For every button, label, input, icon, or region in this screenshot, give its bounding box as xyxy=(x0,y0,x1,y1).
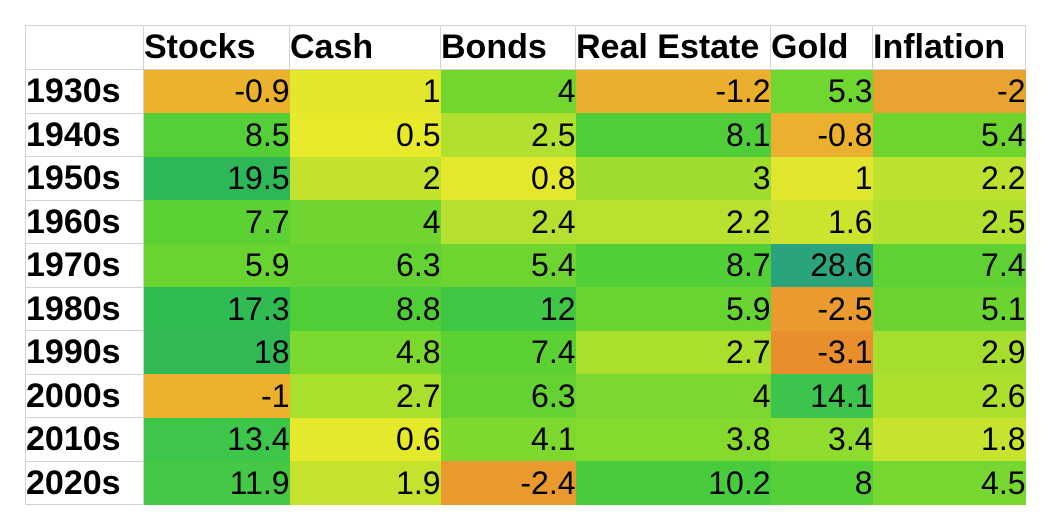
column-header-cash: Cash xyxy=(289,25,441,70)
heatmap-cell-2020s-inflation: 4.5 xyxy=(872,461,1026,505)
heatmap-cell-2010s-stocks: 13.4 xyxy=(143,417,290,461)
column-header-real-estate: Real Estate xyxy=(575,25,771,70)
data-row-2000s: 2000s -1 2.7 6.3 4 14.1 2.6 xyxy=(25,373,1026,418)
row-header-2000s: 2000s xyxy=(25,373,144,418)
heatmap-cell-2010s-inflation: 1.8 xyxy=(872,417,1026,461)
heatmap-cell-1940s-bonds: 2.5 xyxy=(440,113,576,157)
heatmap-cell-1960s-inflation: 2.5 xyxy=(872,200,1026,244)
heatmap-cell-1960s-cash: 4 xyxy=(289,200,441,244)
data-row-1930s: 1930s -0.9 1 4 -1.2 5.3 -2 xyxy=(25,69,1026,114)
data-row-2010s: 2010s 13.4 0.6 4.1 3.8 3.4 1.8 xyxy=(25,417,1026,462)
heatmap-cell-2000s-gold: 14.1 xyxy=(770,374,873,418)
row-header-1950s: 1950s xyxy=(25,156,144,201)
heatmap-cell-1970s-gold: 28.6 xyxy=(770,243,873,287)
heatmap-cell-1980s-stocks: 17.3 xyxy=(143,287,290,331)
data-row-2020s: 2020s 11.9 1.9 -2.4 10.2 8 4.5 xyxy=(25,460,1026,505)
heatmap-cell-1950s-cash: 2 xyxy=(289,156,441,200)
heatmap-cell-1990s-real-estate: 2.7 xyxy=(575,330,771,374)
heatmap-cell-1990s-inflation: 2.9 xyxy=(872,330,1026,374)
corner-cell xyxy=(25,25,144,70)
data-row-1980s: 1980s 17.3 8.8 12 5.9 -2.5 5.1 xyxy=(25,286,1026,331)
column-header-inflation: Inflation xyxy=(872,25,1026,70)
heatmap-cell-1930s-stocks: -0.9 xyxy=(143,69,290,113)
heatmap-cell-2020s-real-estate: 10.2 xyxy=(575,461,771,505)
heatmap-cell-1930s-cash: 1 xyxy=(289,69,441,113)
heatmap-cell-2020s-stocks: 11.9 xyxy=(143,461,290,505)
heatmap-body: 1930s -0.9 1 4 -1.2 5.3 -2 1940s 8.5 0.5 2.5 8.1 -0.… xyxy=(25,69,1026,505)
heatmap-cell-1940s-inflation: 5.4 xyxy=(872,113,1026,157)
heatmap-cell-1990s-cash: 4.8 xyxy=(289,330,441,374)
data-row-1970s: 1970s 5.9 6.3 5.4 8.7 28.6 7.4 xyxy=(25,243,1026,288)
heatmap-cell-2000s-inflation: 2.6 xyxy=(872,374,1026,418)
row-header-1980s: 1980s xyxy=(25,286,144,331)
heatmap-table: Stocks Cash Bonds Real Estate Gold Inflation … xyxy=(25,25,1026,505)
heatmap-cell-1950s-stocks: 19.5 xyxy=(143,156,290,200)
data-row-1940s: 1940s 8.5 0.5 2.5 8.1 -0.8 5.4 xyxy=(25,112,1026,157)
heatmap-cell-2020s-bonds: -2.4 xyxy=(440,461,576,505)
data-row-1950s: 1950s 19.5 2 0.8 3 1 2.2 xyxy=(25,156,1026,201)
heatmap-cell-1940s-stocks: 8.5 xyxy=(143,113,290,157)
heatmap-cell-2000s-bonds: 6.3 xyxy=(440,374,576,418)
heatmap-cell-1930s-real-estate: -1.2 xyxy=(575,69,771,113)
row-header-2010s: 2010s xyxy=(25,417,144,462)
heatmap-cell-1960s-bonds: 2.4 xyxy=(440,200,576,244)
heatmap-cell-1970s-inflation: 7.4 xyxy=(872,243,1026,287)
heatmap-cell-1970s-cash: 6.3 xyxy=(289,243,441,287)
heatmap-cell-1970s-stocks: 5.9 xyxy=(143,243,290,287)
header-row: Stocks Cash Bonds Real Estate Gold Inflation xyxy=(25,25,1026,70)
heatmap-cell-1960s-gold: 1.6 xyxy=(770,200,873,244)
row-header-1930s: 1930s xyxy=(25,69,144,114)
heatmap-cell-1980s-bonds: 12 xyxy=(440,287,576,331)
heatmap-cell-1940s-gold: -0.8 xyxy=(770,113,873,157)
heatmap-cell-1970s-bonds: 5.4 xyxy=(440,243,576,287)
heatmap-cell-1980s-inflation: 5.1 xyxy=(872,287,1026,331)
heatmap-cell-1940s-real-estate: 8.1 xyxy=(575,113,771,157)
heatmap-cell-2000s-real-estate: 4 xyxy=(575,374,771,418)
heatmap-cell-1950s-bonds: 0.8 xyxy=(440,156,576,200)
heatmap-cell-1930s-bonds: 4 xyxy=(440,69,576,113)
heatmap-cell-1980s-real-estate: 5.9 xyxy=(575,287,771,331)
heatmap-cell-2020s-gold: 8 xyxy=(770,461,873,505)
heatmap-cell-1940s-cash: 0.5 xyxy=(289,113,441,157)
heatmap-cell-1980s-cash: 8.8 xyxy=(289,287,441,331)
column-header-bonds: Bonds xyxy=(440,25,576,70)
heatmap-cell-1950s-inflation: 2.2 xyxy=(872,156,1026,200)
column-header-gold: Gold xyxy=(770,25,873,70)
heatmap-cell-2000s-cash: 2.7 xyxy=(289,374,441,418)
heatmap-cell-2020s-cash: 1.9 xyxy=(289,461,441,505)
row-header-2020s: 2020s xyxy=(25,460,144,505)
column-header-stocks: Stocks xyxy=(143,25,290,70)
heatmap-cell-2010s-real-estate: 3.8 xyxy=(575,417,771,461)
row-header-1990s: 1990s xyxy=(25,330,144,375)
row-header-1940s: 1940s xyxy=(25,112,144,157)
heatmap-cell-1930s-inflation: -2 xyxy=(872,69,1026,113)
heatmap-cell-1990s-bonds: 7.4 xyxy=(440,330,576,374)
heatmap-cell-2000s-stocks: -1 xyxy=(143,374,290,418)
heatmap-cell-1980s-gold: -2.5 xyxy=(770,287,873,331)
heatmap-cell-1960s-stocks: 7.7 xyxy=(143,200,290,244)
heatmap-cell-1960s-real-estate: 2.2 xyxy=(575,200,771,244)
heatmap-cell-1970s-real-estate: 8.7 xyxy=(575,243,771,287)
heatmap-cell-1950s-real-estate: 3 xyxy=(575,156,771,200)
heatmap-cell-1930s-gold: 5.3 xyxy=(770,69,873,113)
row-header-1970s: 1970s xyxy=(25,243,144,288)
heatmap-cell-1950s-gold: 1 xyxy=(770,156,873,200)
heatmap-cell-2010s-bonds: 4.1 xyxy=(440,417,576,461)
heatmap-cell-2010s-cash: 0.6 xyxy=(289,417,441,461)
data-row-1960s: 1960s 7.7 4 2.4 2.2 1.6 2.5 xyxy=(25,199,1026,244)
row-header-1960s: 1960s xyxy=(25,199,144,244)
heatmap-cell-2010s-gold: 3.4 xyxy=(770,417,873,461)
heatmap-cell-1990s-gold: -3.1 xyxy=(770,330,873,374)
data-row-1990s: 1990s 18 4.8 7.4 2.7 -3.1 2.9 xyxy=(25,330,1026,375)
heatmap-cell-1990s-stocks: 18 xyxy=(143,330,290,374)
